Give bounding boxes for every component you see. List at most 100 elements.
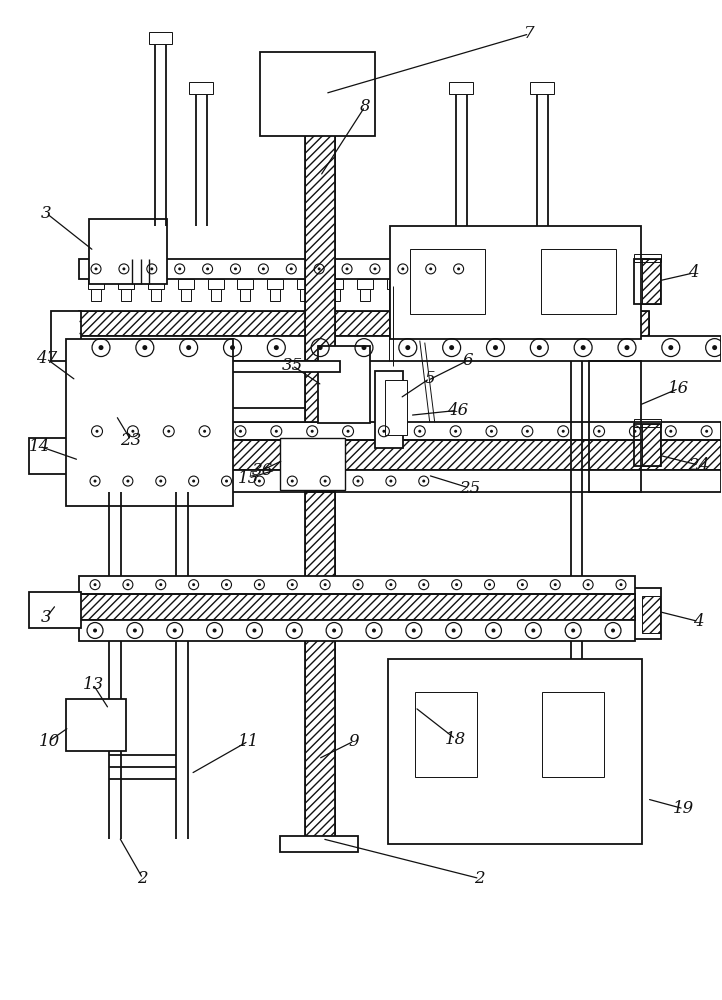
- Bar: [634, 588, 661, 639]
- Bar: [208, 408, 340, 422]
- Circle shape: [346, 267, 349, 270]
- Bar: [305, 361, 335, 422]
- Circle shape: [625, 345, 630, 350]
- Circle shape: [362, 345, 367, 350]
- Bar: [30, 592, 81, 628]
- Bar: [542, 692, 604, 777]
- Text: 7: 7: [524, 25, 535, 42]
- Bar: [79, 620, 635, 641]
- Bar: [280, 836, 358, 852]
- Circle shape: [488, 583, 491, 586]
- Bar: [642, 596, 660, 633]
- Bar: [634, 424, 661, 466]
- Bar: [270, 289, 280, 301]
- Bar: [91, 289, 101, 301]
- Circle shape: [275, 430, 278, 433]
- Circle shape: [357, 583, 360, 586]
- Circle shape: [173, 629, 177, 632]
- Circle shape: [332, 629, 336, 632]
- Bar: [188, 82, 212, 94]
- Circle shape: [383, 430, 386, 433]
- Circle shape: [373, 267, 376, 270]
- Bar: [390, 289, 400, 301]
- Text: 47: 47: [35, 350, 57, 367]
- Circle shape: [323, 583, 326, 586]
- Bar: [79, 594, 635, 620]
- Circle shape: [253, 629, 256, 632]
- Circle shape: [457, 267, 460, 270]
- Bar: [79, 422, 721, 440]
- Bar: [79, 440, 721, 470]
- Circle shape: [230, 345, 235, 350]
- Text: 2: 2: [137, 870, 148, 887]
- Bar: [238, 279, 253, 289]
- Circle shape: [318, 345, 323, 350]
- Bar: [51, 311, 81, 361]
- Circle shape: [274, 345, 279, 350]
- Bar: [297, 279, 313, 289]
- Text: 11: 11: [238, 733, 259, 750]
- Circle shape: [611, 629, 615, 632]
- Bar: [642, 259, 660, 304]
- Circle shape: [712, 345, 717, 350]
- Circle shape: [449, 345, 454, 350]
- Circle shape: [206, 267, 209, 270]
- Text: 4: 4: [688, 264, 699, 281]
- Circle shape: [291, 583, 294, 586]
- Text: 10: 10: [38, 733, 60, 750]
- Text: 13: 13: [82, 676, 104, 693]
- Bar: [149, 32, 172, 44]
- Circle shape: [192, 480, 195, 483]
- Bar: [300, 289, 310, 301]
- Circle shape: [669, 345, 674, 350]
- Circle shape: [323, 480, 326, 483]
- Circle shape: [669, 430, 672, 433]
- Circle shape: [537, 345, 542, 350]
- Bar: [79, 576, 635, 594]
- Circle shape: [225, 480, 228, 483]
- Circle shape: [531, 629, 535, 632]
- Bar: [148, 279, 164, 289]
- Bar: [208, 279, 224, 289]
- Text: 25: 25: [459, 480, 480, 497]
- Text: 14: 14: [29, 438, 50, 455]
- Circle shape: [412, 629, 416, 632]
- Circle shape: [389, 480, 392, 483]
- Bar: [178, 279, 193, 289]
- Circle shape: [203, 430, 206, 433]
- Bar: [267, 279, 283, 289]
- Circle shape: [178, 267, 181, 270]
- Bar: [417, 279, 432, 289]
- Circle shape: [526, 430, 529, 433]
- Circle shape: [239, 430, 242, 433]
- Circle shape: [389, 583, 392, 586]
- Bar: [330, 289, 340, 301]
- Bar: [318, 346, 370, 423]
- Bar: [121, 289, 131, 301]
- Bar: [388, 659, 642, 844]
- Bar: [30, 438, 81, 474]
- Text: 46: 46: [447, 402, 469, 419]
- Circle shape: [401, 267, 404, 270]
- Text: 2: 2: [474, 870, 485, 887]
- Bar: [66, 699, 126, 751]
- Bar: [375, 371, 403, 448]
- Bar: [447, 279, 463, 289]
- Bar: [385, 380, 406, 435]
- Bar: [531, 82, 554, 94]
- Circle shape: [454, 430, 457, 433]
- Bar: [327, 279, 343, 289]
- Bar: [79, 336, 721, 361]
- Circle shape: [455, 583, 458, 586]
- Bar: [79, 440, 721, 470]
- Text: 35: 35: [282, 357, 303, 374]
- Circle shape: [142, 345, 147, 350]
- Circle shape: [133, 629, 137, 632]
- Circle shape: [318, 267, 321, 270]
- Text: 36: 36: [252, 462, 273, 479]
- Bar: [305, 492, 335, 839]
- Circle shape: [160, 480, 162, 483]
- Circle shape: [168, 430, 170, 433]
- Bar: [305, 133, 335, 361]
- Circle shape: [94, 583, 97, 586]
